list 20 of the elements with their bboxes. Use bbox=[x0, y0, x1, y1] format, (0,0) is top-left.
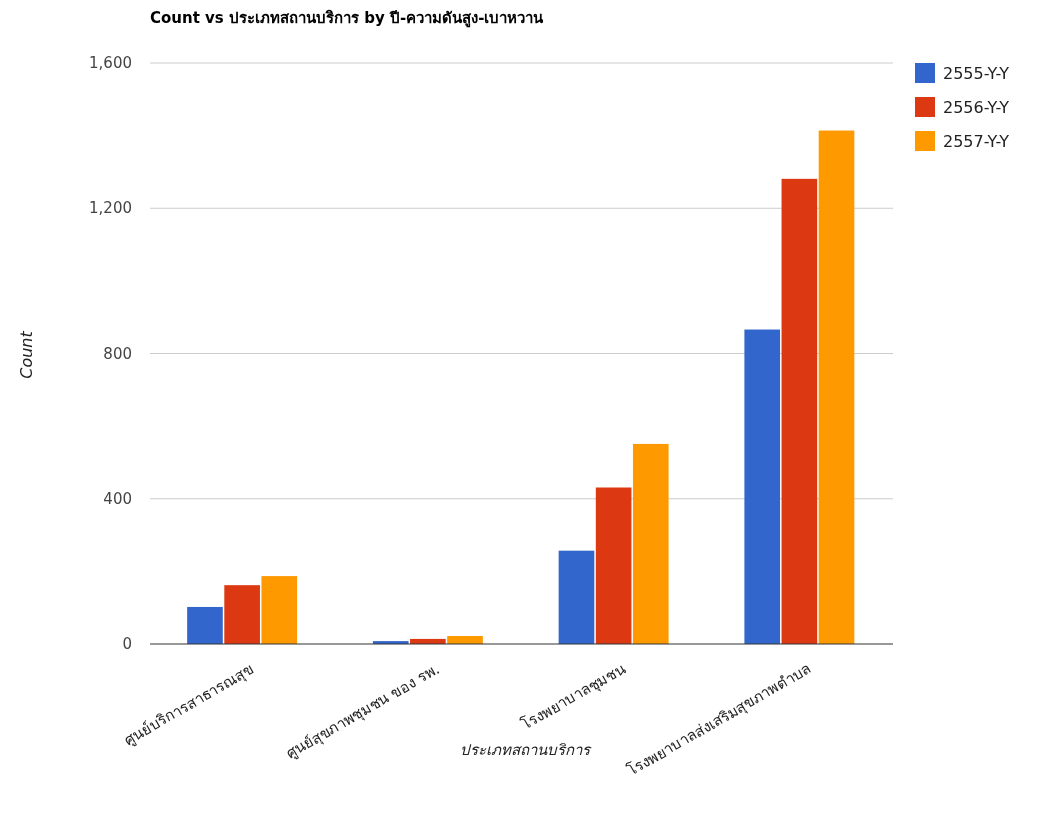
x-axis-title: ประเภทสถานบริการ bbox=[460, 741, 592, 759]
y-tick-label: 1,200 bbox=[89, 199, 132, 218]
y-tick-label: 1,600 bbox=[89, 54, 132, 72]
bar bbox=[187, 606, 223, 644]
bar bbox=[818, 130, 855, 644]
y-tick-label: 400 bbox=[103, 489, 132, 508]
y-axis-title: Count bbox=[17, 330, 36, 379]
legend-label: 2556-Y-Y bbox=[943, 98, 1010, 117]
bar bbox=[781, 178, 818, 644]
bar bbox=[595, 487, 632, 644]
bar bbox=[632, 443, 669, 644]
legend-label: 2555-Y-Y bbox=[943, 64, 1010, 83]
bar bbox=[558, 550, 595, 644]
chart-title: Count vs ประเภทสถานบริการ by ปี-ความดันสูง-เบาหวาน bbox=[150, 9, 545, 28]
bar bbox=[744, 329, 781, 644]
legend-label: 2557-Y-Y bbox=[943, 132, 1010, 151]
y-tick-label: 0 bbox=[122, 635, 132, 653]
bar bbox=[224, 585, 260, 644]
y-tick-label: 800 bbox=[103, 344, 132, 363]
bar bbox=[261, 576, 298, 644]
